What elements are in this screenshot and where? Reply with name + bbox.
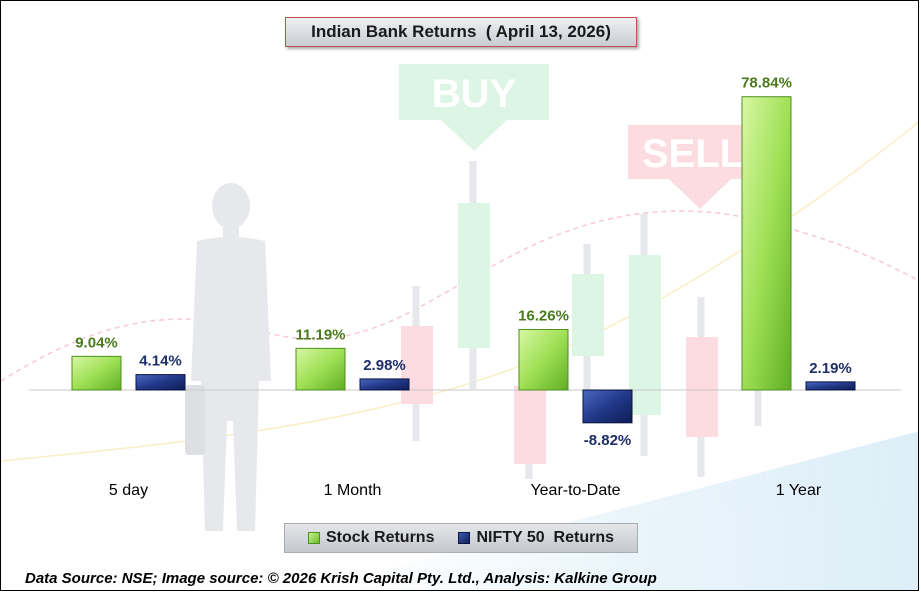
value-label-stock-2: 16.26%: [518, 308, 569, 325]
legend-label-nifty: NIFTY 50 Returns: [476, 529, 614, 546]
category-label-3: 1 Year: [776, 482, 822, 499]
buy-sign: BUY: [399, 64, 549, 151]
bar-nifty-3: [805, 381, 856, 391]
value-label-nifty-2: -8.82%: [584, 432, 632, 449]
value-label-nifty-0: 4.14%: [139, 353, 182, 370]
bar-nifty-0: [135, 374, 186, 391]
value-label-nifty-3: 2.19%: [809, 360, 852, 377]
legend-label-stock: Stock Returns: [326, 529, 435, 546]
bar-stock-2: [518, 329, 569, 391]
value-label-stock-0: 9.04%: [75, 334, 118, 351]
buy-sign-text: BUY: [432, 72, 517, 116]
category-label-1: 1 Month: [324, 482, 382, 499]
businessman-figure: [185, 183, 271, 531]
legend-swatch-stock: [308, 532, 320, 544]
sell-sign-text: SELL: [642, 132, 744, 176]
value-label-stock-1: 11.19%: [295, 326, 345, 343]
legend-item-stock: Stock Returns: [308, 529, 434, 547]
bar-nifty-2: [582, 389, 633, 424]
value-labels-layer: 9.04% 4.14% 11.19% 2.98% 16.26% -8.82% 78.84% 2…: [75, 75, 852, 449]
value-label-stock-3: 78.84%: [741, 75, 792, 92]
legend-item-nifty: NIFTY 50 Returns: [458, 529, 614, 547]
bar-nifty-1: [359, 378, 410, 391]
candlesticks: [401, 161, 762, 479]
bar-stock-1: [295, 347, 346, 391]
chart-title: Indian Bank Returns ( April 13, 2026): [285, 17, 637, 47]
bar-stock-0: [71, 355, 122, 391]
legend-swatch-nifty: [458, 532, 471, 544]
category-labels-layer: 5 day 1 Month Year-to-Date 1 Year: [109, 482, 822, 499]
category-label-2: Year-to-Date: [530, 482, 620, 499]
category-label-0: 5 day: [109, 482, 148, 499]
footer-source: Data Source: NSE; Image source: © 2026 K…: [25, 570, 657, 587]
legend: Stock Returns NIFTY 50 Returns: [284, 523, 638, 553]
bars-layer: [71, 96, 856, 424]
bar-stock-3: [741, 96, 792, 391]
sell-sign: SELL: [628, 125, 758, 209]
value-label-nifty-1: 2.98%: [363, 357, 406, 374]
